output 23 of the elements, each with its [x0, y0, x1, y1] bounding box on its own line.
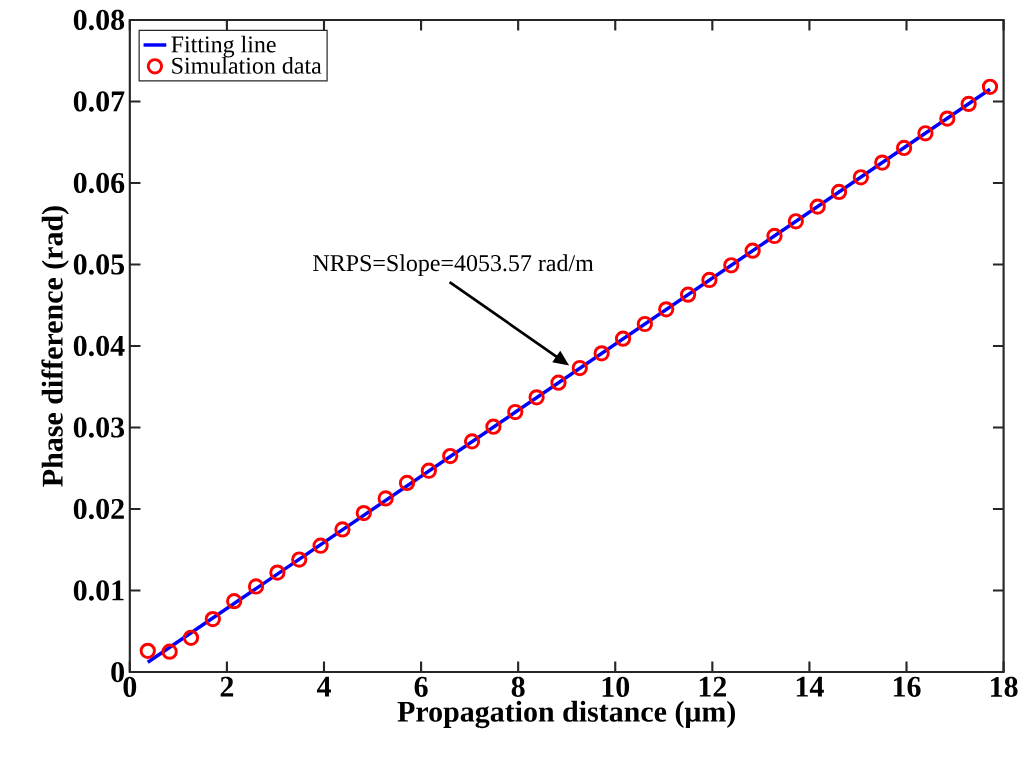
y-axis-title: Phase difference (rad)	[41, 206, 69, 487]
y-tick-label: 0.03	[73, 417, 125, 438]
y-tick-label: 0	[111, 661, 124, 683]
legend-label: Simulation data	[172, 56, 322, 74]
x-axis-title: Propagation distance (μm)	[397, 700, 736, 729]
annotation: NRPS=Slope=4053.57 rad/m	[313, 254, 594, 277]
x-tick-label: 10	[602, 676, 630, 697]
y-tick-label: 0.07	[73, 91, 125, 112]
x-tick-label: 14	[796, 676, 824, 697]
x-tick-label: 18	[991, 676, 1018, 697]
x-tick-label: 8	[511, 676, 525, 697]
x-tick-label: 2	[220, 676, 234, 697]
legend-label: Fitting line	[171, 35, 276, 58]
x-tick-label: 4	[316, 676, 331, 697]
x-tick-label: 6	[414, 676, 428, 697]
x-tick-label: 12	[699, 676, 727, 697]
y-tick-label: 0.02	[73, 498, 124, 520]
x-tick-label: 16	[893, 676, 921, 697]
y-tick-label: 0.04	[73, 335, 125, 357]
y-tick-label: 0.01	[73, 580, 124, 601]
y-tick-label: 0.05	[73, 254, 125, 275]
y-tick-label: 0.06	[73, 172, 125, 194]
y-tick-label: 0.08	[73, 9, 125, 31]
